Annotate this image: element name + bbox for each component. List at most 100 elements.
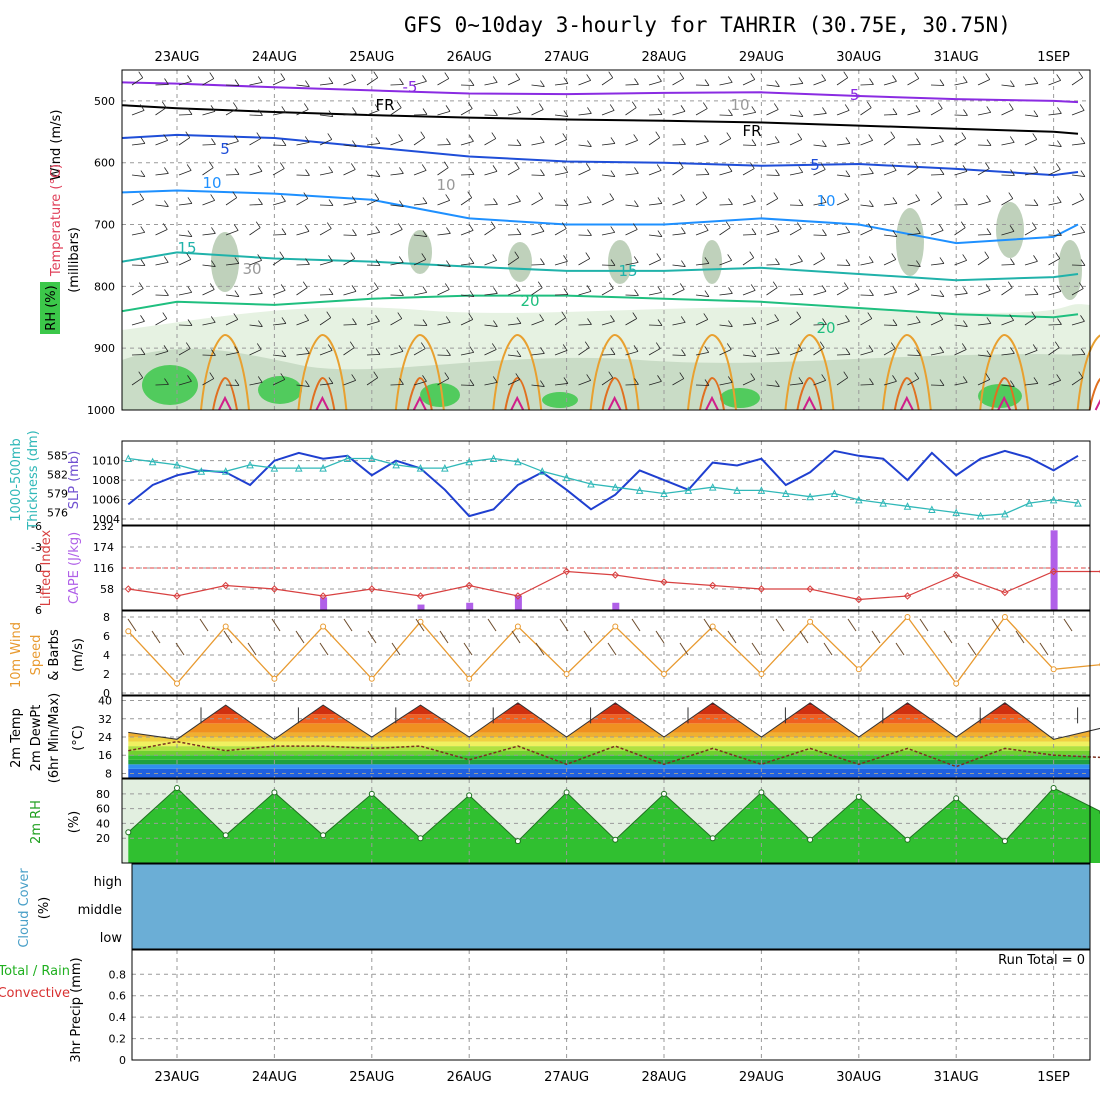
wind-barb <box>272 323 286 326</box>
isotherm-line <box>122 81 1079 104</box>
wind-barb-flag <box>727 165 733 172</box>
wind-barb <box>531 198 543 206</box>
wind-barb <box>272 379 285 386</box>
wind-barb <box>1048 324 1062 326</box>
date-label-bottom: 25AUG <box>349 1070 394 1085</box>
wind-barb <box>225 263 239 266</box>
wind-barb <box>1048 347 1060 356</box>
wind-barb-10m <box>895 642 905 656</box>
wind-barb <box>202 78 214 86</box>
wind-barb <box>249 324 263 327</box>
ylabel-rh: RH (%) <box>44 285 59 330</box>
wind-barb-flag <box>869 167 874 174</box>
temp-band <box>128 737 1090 742</box>
wind-barb-flag <box>469 290 475 297</box>
date-label-bottom: 26AUG <box>447 1070 492 1085</box>
rh-marker <box>320 832 327 839</box>
wind-barb-flag <box>869 78 874 85</box>
wind-barb-flag <box>233 224 239 231</box>
ylabel-cloud-unit: (%) <box>37 897 52 920</box>
wind-barb <box>860 204 874 207</box>
contour-label: 15 <box>177 239 196 257</box>
wind-barb <box>131 143 145 146</box>
wind-barb-flag <box>468 224 474 231</box>
cape-bar <box>466 602 474 610</box>
contour-label: FR <box>742 122 761 140</box>
wind-barb-10m <box>271 618 281 632</box>
wind-barb-flag <box>750 373 756 380</box>
wind-barb <box>531 287 543 296</box>
wind-barb <box>836 174 850 177</box>
wind-barb-flag <box>422 230 428 237</box>
wind-barb <box>742 290 756 296</box>
wind-barb <box>578 80 591 86</box>
wind-barb-flag <box>914 283 920 290</box>
wind-barb <box>178 259 191 266</box>
wind-barb <box>836 264 851 266</box>
wind-barb-flag <box>728 287 733 294</box>
wind-barb-10m <box>823 642 833 656</box>
rh-ytick: 60 <box>96 803 110 816</box>
panel-frame <box>121 525 1091 611</box>
thickness-marker <box>1074 498 1082 507</box>
lifted-index-marker <box>708 581 717 590</box>
wind-barb-flag <box>1056 374 1061 381</box>
wind-barb <box>1071 232 1085 236</box>
wind-barb-flag <box>775 347 780 354</box>
wind-barb-flag <box>939 168 945 175</box>
thickness-marker <box>976 511 985 520</box>
wind-barb-flag <box>1055 163 1061 170</box>
wind-barb <box>390 294 404 296</box>
wind-barb-flag <box>232 102 238 109</box>
wind-barb-flag <box>1033 166 1039 173</box>
warm-contour <box>881 333 932 411</box>
thickness-marker <box>854 495 863 504</box>
wind-barb-flag <box>162 312 168 319</box>
wind-speed-marker <box>1001 614 1008 620</box>
wind-barb <box>413 137 425 146</box>
precip-panel: 0.8 0.6 0.4 0.2 0 Run Total = 0 <box>109 949 1091 1067</box>
wind-barb-flag <box>751 317 757 324</box>
wind-barb <box>813 324 827 326</box>
date-label-bottom: 30AUG <box>836 1070 881 1085</box>
wind-barb-flag <box>492 254 497 261</box>
cloud-level-label: low <box>100 931 123 946</box>
wind-barb-flag <box>374 193 380 200</box>
wind-barb-flag <box>140 170 146 177</box>
wind-barb <box>648 137 660 146</box>
wind-barb <box>366 77 378 86</box>
wind-barb-flag <box>305 347 310 354</box>
wind-barb-flag <box>327 133 333 140</box>
wind-barb-flag <box>1056 285 1062 292</box>
wind-barb <box>601 77 613 86</box>
wind-barb <box>907 378 919 386</box>
wind-barb-flag <box>1057 229 1062 236</box>
wind-barb <box>390 262 404 266</box>
wind-barb-flag <box>164 78 169 85</box>
wind-barb <box>319 261 333 266</box>
slp-thickness-panel: 1010 1008 1006 1004 585 582 579 576 <box>47 440 1091 526</box>
dewpoint-line <box>128 740 1100 768</box>
lifted-index-marker <box>611 571 620 579</box>
wind-barb-flag <box>281 106 287 113</box>
isotherm-line <box>122 104 1079 135</box>
wind-barb-flag <box>962 76 968 83</box>
wind-barb-flag <box>773 192 779 199</box>
thickness-marker <box>635 486 644 494</box>
wind-barb <box>836 354 851 356</box>
wind-barb <box>225 174 240 176</box>
wind-barb-flag <box>328 377 334 384</box>
wind-barb <box>484 260 497 266</box>
wind-barb-flag <box>469 257 475 264</box>
wind-barb-flag <box>843 71 849 78</box>
wind-barb-flag <box>821 285 827 292</box>
wind-barb-flag <box>446 260 451 267</box>
wind-barb <box>484 382 498 386</box>
wind-barb <box>907 144 921 146</box>
lifted-index-marker <box>124 585 133 593</box>
wind-barb-flag <box>257 254 262 261</box>
wind-barb <box>883 81 897 86</box>
wind-barb-flag <box>845 170 851 177</box>
wind-barb-flag <box>704 79 710 86</box>
wind-barb-flag <box>1080 170 1086 177</box>
